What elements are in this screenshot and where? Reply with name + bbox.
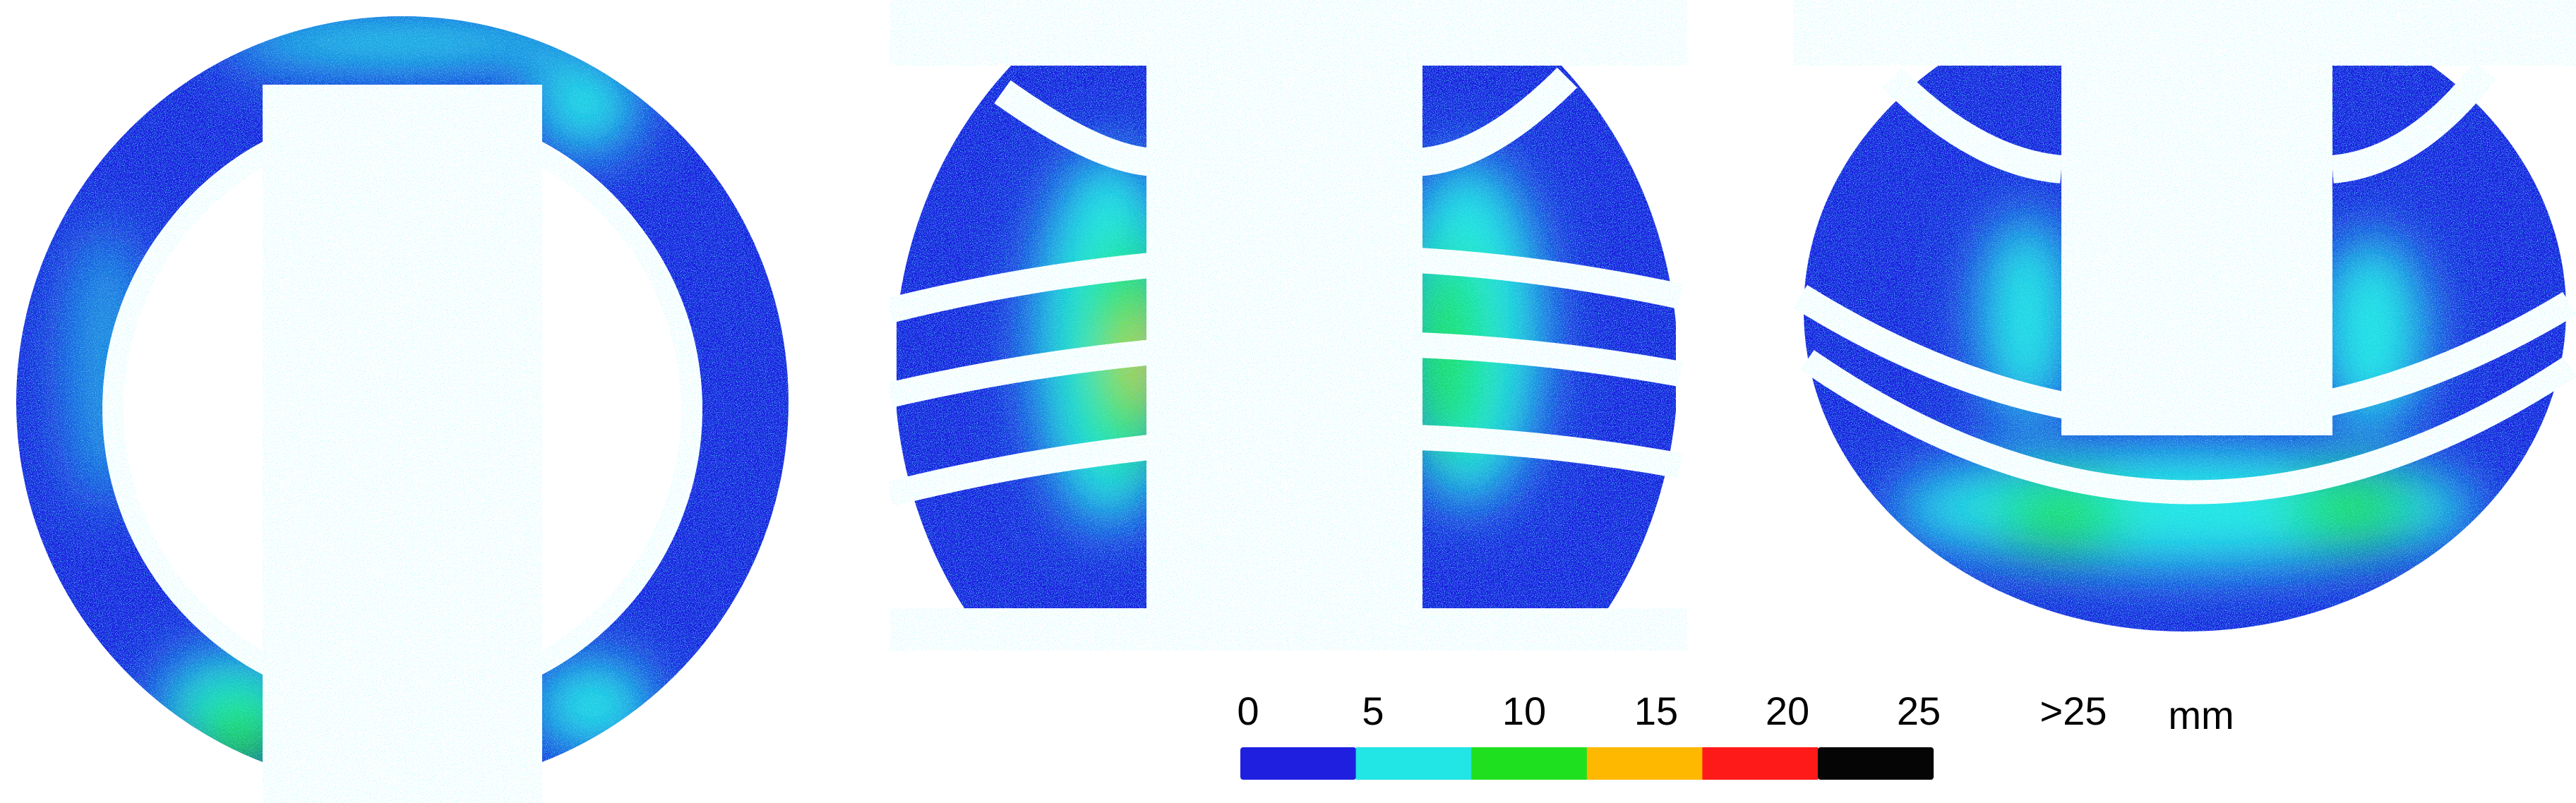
legend-label: 25 [1897, 689, 1941, 733]
legend-label: 5 [1362, 689, 1384, 733]
legend-label: 20 [1766, 689, 1809, 733]
legend-swatch [1702, 747, 1819, 780]
legend-label: 10 [1502, 689, 1546, 733]
legend-swatch [1818, 747, 1934, 780]
side-view [886, 0, 1687, 651]
legend-swatch [1471, 747, 1588, 780]
ring-view [16, 16, 789, 803]
oblique-view [1792, 0, 2576, 632]
legend-label: >25 [2040, 689, 2107, 733]
legend-label: 15 [1634, 689, 1678, 733]
legend-label: 0 [1237, 689, 1259, 733]
legend-swatch [1586, 747, 1703, 780]
legend-swatch [1240, 747, 1357, 780]
legend-unit: mm [2168, 693, 2234, 737]
legend-swatch [1355, 747, 1472, 780]
legend: 0 5 10 15 20 25 >25 mm [1237, 689, 2234, 780]
